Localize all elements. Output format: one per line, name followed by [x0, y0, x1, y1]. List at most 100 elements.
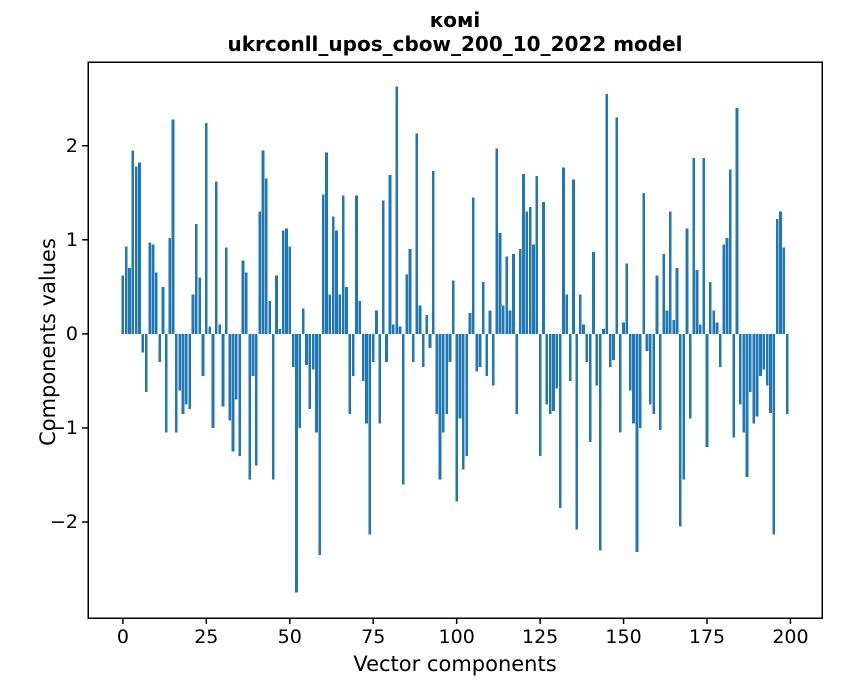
bar: [522, 173, 525, 334]
bar: [271, 333, 275, 480]
bar: [425, 315, 428, 334]
bar: [421, 333, 425, 367]
bar: [315, 333, 318, 433]
bar: [699, 324, 702, 334]
bar: [769, 333, 772, 413]
bar: [732, 333, 736, 438]
bar: [375, 310, 378, 334]
bar: [688, 333, 692, 419]
bar: [655, 275, 659, 334]
x-tick-label: 0: [116, 626, 129, 648]
bar: [201, 333, 205, 377]
bar: [178, 333, 181, 391]
bar: [401, 333, 405, 485]
bar: [565, 294, 569, 334]
bar: [168, 237, 171, 334]
bar: [452, 280, 455, 334]
bar: [148, 242, 151, 334]
bar: [675, 268, 679, 334]
bar: [215, 181, 218, 334]
bar: [475, 333, 479, 372]
bar: [745, 333, 749, 477]
bar: [662, 253, 665, 334]
bar: [261, 150, 265, 334]
bar: [441, 333, 445, 433]
bar: [238, 333, 242, 457]
bar: [184, 333, 188, 405]
y-tick-label: 1: [65, 228, 78, 251]
bar: [472, 197, 475, 334]
bar: [538, 333, 542, 457]
bar: [495, 148, 499, 334]
bar: [532, 244, 535, 334]
bar: [552, 333, 555, 412]
bar: [572, 179, 575, 334]
bar: [235, 333, 238, 400]
y-tick-label: 2: [65, 134, 78, 157]
bar: [485, 333, 489, 377]
bar: [144, 333, 148, 393]
bar: [331, 216, 335, 334]
bar: [164, 333, 168, 433]
bar: [645, 333, 649, 351]
bar: [682, 333, 685, 480]
bar: [411, 333, 415, 363]
bar: [468, 313, 472, 334]
bar: [121, 275, 125, 334]
bar: [779, 211, 782, 334]
bar: [385, 333, 388, 363]
bar: [575, 333, 579, 530]
bar: [335, 230, 338, 334]
bar: [742, 333, 746, 433]
bar: [358, 300, 362, 334]
bar: [154, 272, 158, 334]
bar: [371, 333, 375, 363]
bar: [562, 167, 565, 334]
bar: [248, 333, 252, 480]
bar: [505, 256, 509, 334]
bar: [415, 133, 418, 334]
bar: [341, 195, 345, 334]
bar: [281, 230, 285, 334]
bar: [612, 333, 615, 361]
y-tick-label: −2: [49, 511, 78, 534]
bar: [398, 326, 402, 334]
bar: [545, 333, 549, 405]
bar: [431, 171, 435, 334]
bar: [498, 233, 502, 334]
x-tick-label: 100: [438, 626, 475, 648]
bar: [381, 200, 385, 334]
bar: [482, 282, 485, 334]
bar: [702, 157, 706, 334]
bar: [785, 333, 789, 414]
bar: [355, 195, 358, 334]
bar: [735, 108, 739, 334]
bar: [632, 333, 635, 424]
bar: [762, 333, 766, 370]
bar: [275, 275, 278, 334]
bar: [705, 333, 709, 447]
x-tick-label: 150: [605, 626, 642, 648]
bar: [288, 246, 292, 334]
bar: [131, 150, 135, 334]
bar: [542, 202, 545, 334]
bar: [719, 333, 722, 367]
bar: [759, 333, 762, 377]
bar: [365, 333, 368, 424]
bar: [465, 333, 469, 457]
bar: [255, 333, 258, 466]
bar: [278, 329, 282, 334]
bar: [608, 333, 612, 367]
bar: [395, 86, 398, 334]
bar: [668, 211, 672, 334]
bar: [124, 246, 128, 334]
bar: [755, 333, 759, 417]
bar: [198, 277, 201, 334]
bar: [518, 249, 522, 334]
bar: [598, 333, 602, 551]
bar: [311, 333, 315, 370]
y-tick-label: 0: [65, 322, 78, 345]
bar: [194, 223, 198, 334]
bar: [729, 169, 732, 334]
